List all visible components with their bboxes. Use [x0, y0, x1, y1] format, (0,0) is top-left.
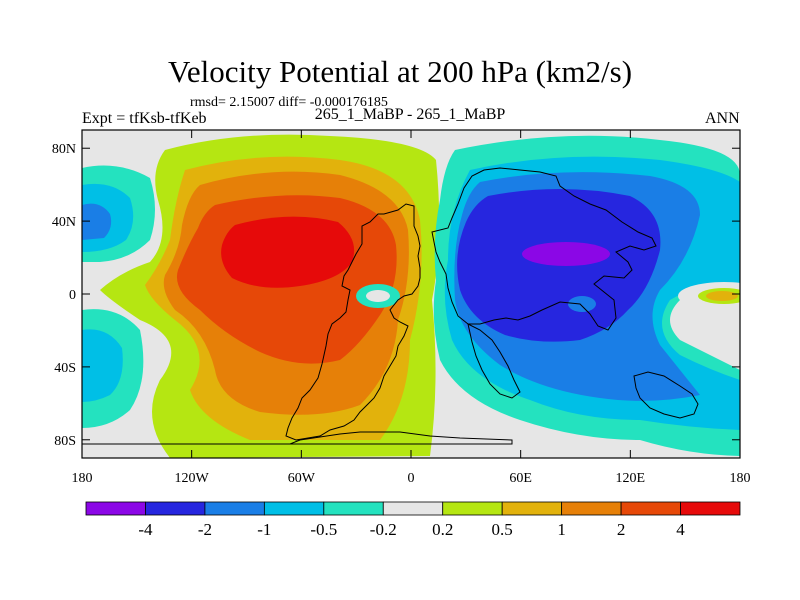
colorbar-swatch: [204, 501, 265, 516]
contour-west-edge-south-neg-0.5: [82, 329, 123, 402]
south-africa-coastline: [467, 323, 521, 399]
x-tick-label: 180: [730, 471, 751, 486]
colorbar-level-label: -0.5: [310, 520, 337, 539]
colorbar-level-label: 0.5: [492, 520, 513, 539]
colorbar-swatch: [85, 501, 146, 516]
colorbar-labels: -4 -2 -1 -0.5 -0.2 0.2 0.5 1 2 4: [138, 520, 685, 539]
colorbar-swatch: [323, 501, 384, 516]
experiment-label: Expt = tfKsb-tfKeb: [82, 110, 207, 127]
colorbar-swatch: [680, 501, 741, 516]
colorbar-level-label: 1: [557, 520, 566, 539]
colorbar-level-label: -0.2: [370, 520, 397, 539]
x-tick-label: 120W: [175, 471, 210, 486]
colorbar-swatch: [382, 501, 444, 516]
y-tick-label: 80N: [52, 142, 76, 157]
colorbar-level-label: 2: [617, 520, 626, 539]
colorbar: [85, 501, 741, 516]
x-tick-label: 60E: [509, 471, 532, 486]
season-label: ANN: [705, 110, 740, 127]
x-axis-tick-labels: 180 120W 60W 0 60E 120E 180: [72, 471, 751, 486]
contour-pos-4: [221, 216, 355, 288]
colorbar-level-label: 0.2: [432, 520, 453, 539]
colorbar-level-label: -1: [257, 520, 271, 539]
contour-west-edge-neg-1: [82, 203, 112, 240]
y-tick-label: 0: [69, 288, 76, 303]
x-tick-label: 60W: [288, 471, 316, 486]
y-tick-label: 40S: [54, 361, 76, 376]
colorbar-swatch: [263, 501, 325, 516]
colorbar-swatch: [442, 501, 503, 516]
y-axis-tick-labels: 80N 40N 0 40S 80S: [52, 142, 76, 449]
colorbar-swatch: [501, 501, 563, 516]
colorbar-level-label: 4: [676, 520, 685, 539]
contour-neg-4: [522, 242, 610, 266]
contour-east-edge-pos-1: [706, 291, 738, 301]
colorbar-level-label: -2: [198, 520, 212, 539]
x-tick-label: 120E: [616, 471, 646, 486]
eurasia-africa-coastline: [431, 167, 657, 331]
x-tick-label: 180: [72, 471, 93, 486]
antarctica-coastline: [82, 431, 513, 445]
colorbar-level-label: -4: [138, 520, 153, 539]
coastlines: [82, 167, 699, 445]
contour-neg-small-indian-ocean: [568, 296, 596, 312]
axis-ticks: [81, 130, 741, 458]
contour-small-neg-east-pacific-core: [366, 290, 390, 302]
americas-coastline: [285, 203, 421, 441]
colorbar-swatch: [561, 501, 622, 516]
case-subtitle: 265_1_MaBP - 265_1_MaBP: [314, 106, 506, 123]
rmsd-stats: rmsd= 2.15007 diff= -0.000176185: [190, 95, 388, 110]
chart-title: Velocity Potential at 200 hPa (km2/s): [167, 54, 633, 89]
colorbar-swatch: [145, 501, 206, 516]
colorbar-swatch: [620, 501, 681, 516]
x-tick-label: 0: [408, 471, 415, 486]
y-tick-label: 40N: [52, 215, 76, 230]
australia-coastline: [633, 371, 699, 419]
y-tick-label: 80S: [54, 434, 76, 449]
contour-field: [82, 130, 740, 458]
